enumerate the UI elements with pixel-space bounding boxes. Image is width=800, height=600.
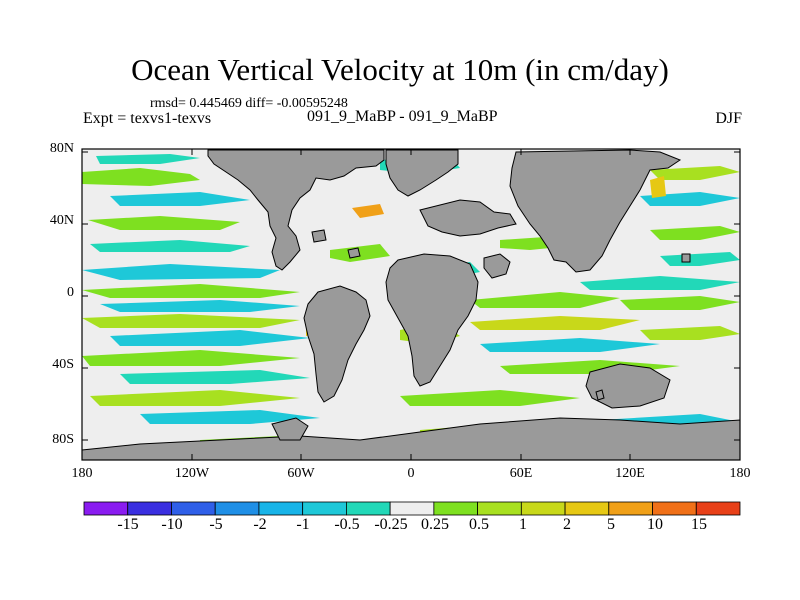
colorbar-label: -1 — [296, 516, 310, 533]
lat-label: 80N — [49, 141, 74, 156]
colorbar-box — [345, 501, 391, 516]
patch — [100, 300, 300, 312]
colorbar-box — [214, 501, 260, 516]
colorbar-box — [477, 501, 522, 516]
rmsd-diff-stats: rmsd= 0.445469 diff= -0.00595248 — [150, 96, 348, 111]
colorbar-label: -15 — [117, 516, 139, 533]
colorbar-box — [127, 501, 172, 516]
colorbar-label: 0.25 — [421, 516, 449, 533]
land-island — [311, 229, 327, 243]
colorbar-label: -5 — [209, 516, 223, 533]
land-island — [681, 253, 691, 263]
colorbar-label: 2 — [563, 516, 571, 533]
lon-label: 180 — [729, 466, 751, 481]
map-ticks — [81, 149, 741, 460]
patch — [352, 204, 384, 218]
map-panel — [81, 148, 741, 461]
land-asia — [509, 149, 682, 273]
patch — [82, 284, 300, 298]
patch — [470, 292, 620, 308]
land-africa — [385, 253, 479, 387]
patch — [82, 350, 300, 366]
land-masses — [81, 149, 741, 461]
patch — [650, 176, 666, 198]
colorbar-label: -10 — [161, 516, 183, 533]
lon-label: 120W — [174, 466, 210, 481]
land-island — [595, 389, 605, 401]
colorbar-box — [520, 501, 566, 516]
land-south-america — [303, 285, 371, 403]
patch — [330, 244, 390, 262]
colorbar-box — [695, 501, 741, 516]
land-arabia — [483, 253, 511, 279]
case-label: 091_9_MaBP - 091_9_MaBP — [307, 108, 498, 125]
land-europe — [419, 199, 517, 237]
lat-label: 0 — [67, 285, 74, 300]
colorbar-label: 5 — [607, 516, 615, 533]
colorbar-box — [433, 501, 479, 516]
colorbar-box — [389, 501, 435, 516]
patch — [90, 390, 300, 406]
lat-label: 80S — [52, 432, 74, 447]
colorbar-box — [83, 501, 129, 516]
colorbar-label: 0.5 — [469, 516, 489, 533]
colorbar-label: -0.25 — [374, 516, 408, 533]
colorbar — [83, 501, 741, 516]
patch — [580, 276, 740, 290]
patch — [480, 338, 660, 352]
patch — [110, 330, 310, 346]
colorbar-box — [302, 501, 347, 516]
experiment-label: Expt = texvs1-texvs — [83, 110, 212, 127]
patch — [660, 252, 740, 266]
land-australia — [585, 363, 671, 409]
land-greenland — [385, 149, 459, 197]
land-antarctic-peninsula — [271, 417, 309, 441]
patch — [82, 168, 200, 186]
patch — [110, 192, 250, 206]
patch — [650, 166, 740, 180]
colorbar-box — [564, 501, 610, 516]
land-island — [347, 247, 361, 259]
lon-label: 60E — [509, 466, 533, 481]
patch — [620, 296, 740, 310]
season-label: DJF — [715, 110, 742, 127]
colorbar-box — [652, 501, 697, 516]
lon-label: 0 — [407, 466, 415, 481]
colorbar-box — [171, 501, 216, 516]
patch — [120, 370, 310, 384]
lat-label: 40S — [52, 357, 74, 372]
colorbar-label: 1 — [519, 516, 527, 533]
patch — [88, 216, 240, 230]
patch — [96, 154, 200, 164]
colorbar-label: 10 — [647, 516, 663, 533]
patch — [82, 314, 300, 328]
colorbar-label: -2 — [253, 516, 267, 533]
patch — [640, 326, 740, 340]
lon-label: 60W — [287, 466, 315, 481]
colorbar-label: -0.5 — [334, 516, 360, 533]
patch — [400, 390, 580, 406]
plot-title: Ocean Vertical Velocity at 10m (in cm/da… — [131, 52, 669, 87]
colorbar-box — [608, 501, 653, 516]
lat-label: 40N — [49, 213, 74, 228]
patch — [82, 264, 280, 280]
land-north-america — [207, 149, 385, 271]
lon-label: 180 — [71, 466, 93, 481]
lon-label: 120E — [615, 466, 645, 481]
patch — [470, 316, 640, 330]
colorbar-box — [258, 501, 304, 516]
patch — [90, 240, 250, 252]
colorbar-label: 15 — [691, 516, 707, 533]
patch — [140, 410, 320, 424]
patch — [650, 226, 740, 240]
